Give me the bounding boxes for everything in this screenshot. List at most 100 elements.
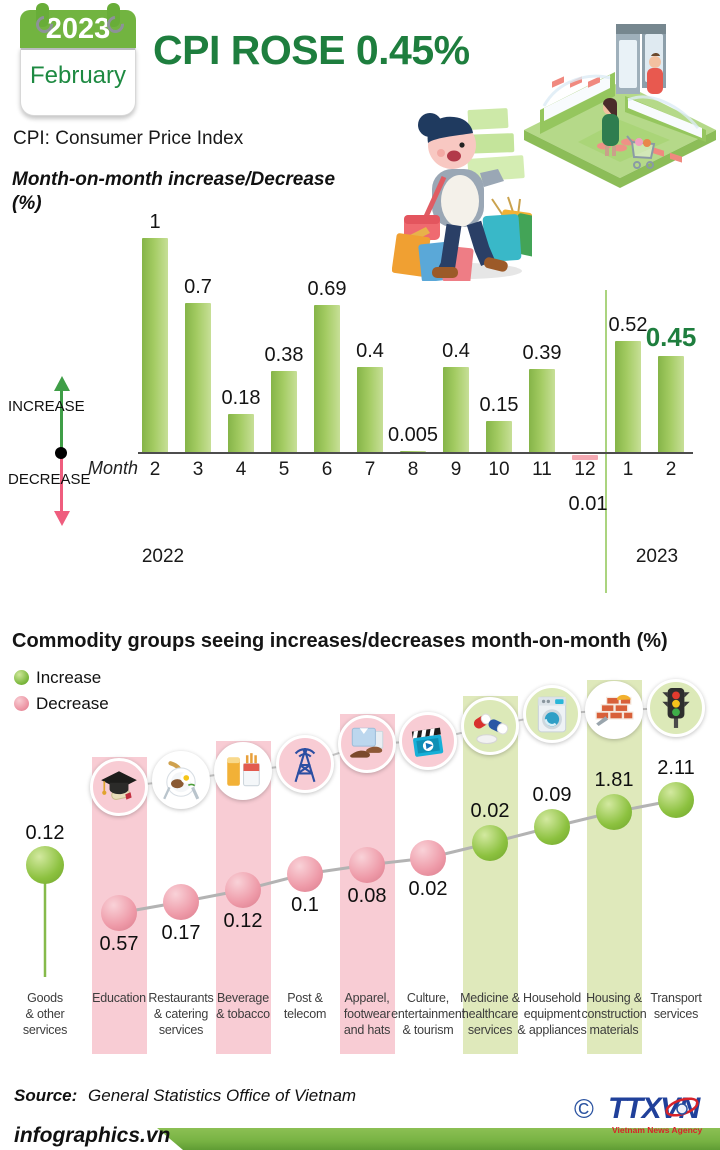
bar-month-10 [486, 420, 512, 453]
calendar-body [20, 46, 136, 116]
commodity-category-label: Transport services [650, 991, 702, 1021]
agency-name: Vietnam News Agency [612, 1125, 703, 1135]
commodity-ball-increase [26, 846, 64, 884]
commodity-category-label: Culture, entertainment & tourism [391, 991, 465, 1037]
commodity-ball-decrease [349, 847, 385, 883]
bar-month-4 [228, 414, 254, 453]
month-tick: 8 [407, 459, 419, 480]
bar-month-1 [615, 341, 641, 453]
bar-value-label: 0.38 [264, 344, 304, 367]
bar-month-9 [443, 367, 469, 453]
bar-month-8 [400, 450, 426, 453]
copyright-symbol: © [574, 1094, 594, 1124]
shopper-illustration [392, 108, 532, 281]
commodity-category-label: Goods & other services [22, 991, 68, 1037]
cpi-definition: CPI: Consumer Price Index [13, 128, 244, 149]
decrease-arrow-icon [54, 511, 70, 526]
commodity-category-label: Housing & construction materials [581, 991, 647, 1037]
bar-month-2 [658, 356, 684, 453]
footer-bar [0, 1128, 720, 1150]
year-label-2023: 2023 [635, 546, 679, 567]
bar-chart-unit: (%) [12, 193, 42, 214]
customer-figure [602, 98, 619, 156]
axis-origin-dot [55, 447, 67, 459]
bar-month-7 [357, 367, 383, 453]
bar-value-label: 0.4 [442, 340, 470, 362]
commodity-ball-increase [472, 825, 508, 861]
calendar-widget: 2023 February [20, 3, 136, 116]
source-label: Source: [14, 1086, 78, 1105]
bricks-icon [585, 681, 643, 739]
vendor-figure [647, 53, 663, 94]
commodity-ball-decrease [101, 895, 137, 931]
commodity-category-label: Post & telecom [283, 991, 327, 1021]
legend-decrease-icon [14, 696, 29, 711]
commodity-value-label: 0.12 [25, 822, 65, 844]
bar-value-label: 0.7 [184, 275, 212, 298]
commodity-value-label: 0.02 [470, 800, 510, 822]
month-tick: 11 [532, 459, 552, 480]
decrease-label: DECREASE [8, 471, 91, 488]
commodity-value-label: 0.08 [347, 885, 387, 907]
increase-line [60, 389, 63, 449]
bar-value-label: 0.18 [221, 387, 261, 410]
commodity-ball-decrease [163, 884, 199, 920]
month-tick: 9 [450, 459, 462, 480]
commodity-value-label: 2.11 [657, 757, 695, 779]
cinema-icon [399, 712, 457, 770]
commodity-ball-decrease [287, 856, 323, 892]
year-label-2022: 2022 [141, 546, 185, 567]
calendar-month: February [29, 62, 127, 89]
month-tick: 4 [235, 459, 247, 480]
year-divider [605, 290, 607, 593]
bar-value-label: 0.52 [608, 314, 648, 337]
month-tick: 1 [622, 459, 634, 480]
month-tick: 12 [574, 459, 596, 480]
month-tick: 2 [665, 459, 677, 480]
bar-value-label: 0.69 [307, 277, 347, 300]
apparel-icon [338, 715, 396, 773]
page-title: CPI ROSE 0.45% [153, 27, 470, 73]
month-tick: 7 [364, 459, 376, 480]
bar-value-label: 0.01 [568, 493, 608, 515]
commodity-category-label: Restaurants & catering services [148, 991, 214, 1037]
right-bags [482, 196, 532, 262]
increase-arrow-icon [54, 376, 70, 391]
bar-value-label: 1 [149, 211, 161, 233]
commodity-ball-increase [534, 809, 570, 845]
commodity-category-label: Household equipment & appliances [517, 991, 587, 1037]
bar-month-6 [314, 304, 340, 453]
antenna-icon [276, 735, 334, 793]
washing-machine-icon [523, 685, 581, 743]
source-line: Source: General Statistics Office of Vie… [14, 1086, 356, 1106]
site-name: infographics.vn [14, 1124, 171, 1147]
supermarket-illustration [524, 24, 716, 188]
footer-notch [0, 1122, 183, 1150]
legend-decrease-label: Decrease [36, 694, 109, 713]
meal-icon [152, 751, 210, 809]
x-axis [138, 452, 693, 454]
commodity-category-label: Education [92, 991, 146, 1005]
counters [540, 72, 706, 163]
month-tick: 3 [192, 459, 204, 480]
month-tick: 10 [488, 459, 510, 480]
commodity-category-label: Medicine & healthcare services [460, 991, 520, 1037]
traffic-light-icon [647, 679, 705, 737]
month-tick: 5 [278, 459, 290, 480]
commodity-value-label: 0.02 [408, 878, 448, 900]
commodity-value-label: 1.81 [594, 769, 634, 791]
x-axis-label: Month [88, 458, 139, 478]
legend-increase-icon [14, 670, 29, 685]
commodity-ball-increase [596, 794, 632, 830]
bar-value-label: 0.39 [522, 342, 562, 365]
calendar-peg-icon [36, 3, 49, 27]
commodity-chart-title: Commodity groups seeing increases/decrea… [12, 630, 668, 652]
bar-month-3 [185, 302, 211, 453]
pills-icon [461, 697, 519, 755]
legend-increase-label: Increase [36, 668, 102, 687]
commodity-ball-decrease [410, 840, 446, 876]
bar-value-label: 0.15 [479, 393, 519, 416]
commodity-value-label: 0.17 [161, 922, 201, 944]
